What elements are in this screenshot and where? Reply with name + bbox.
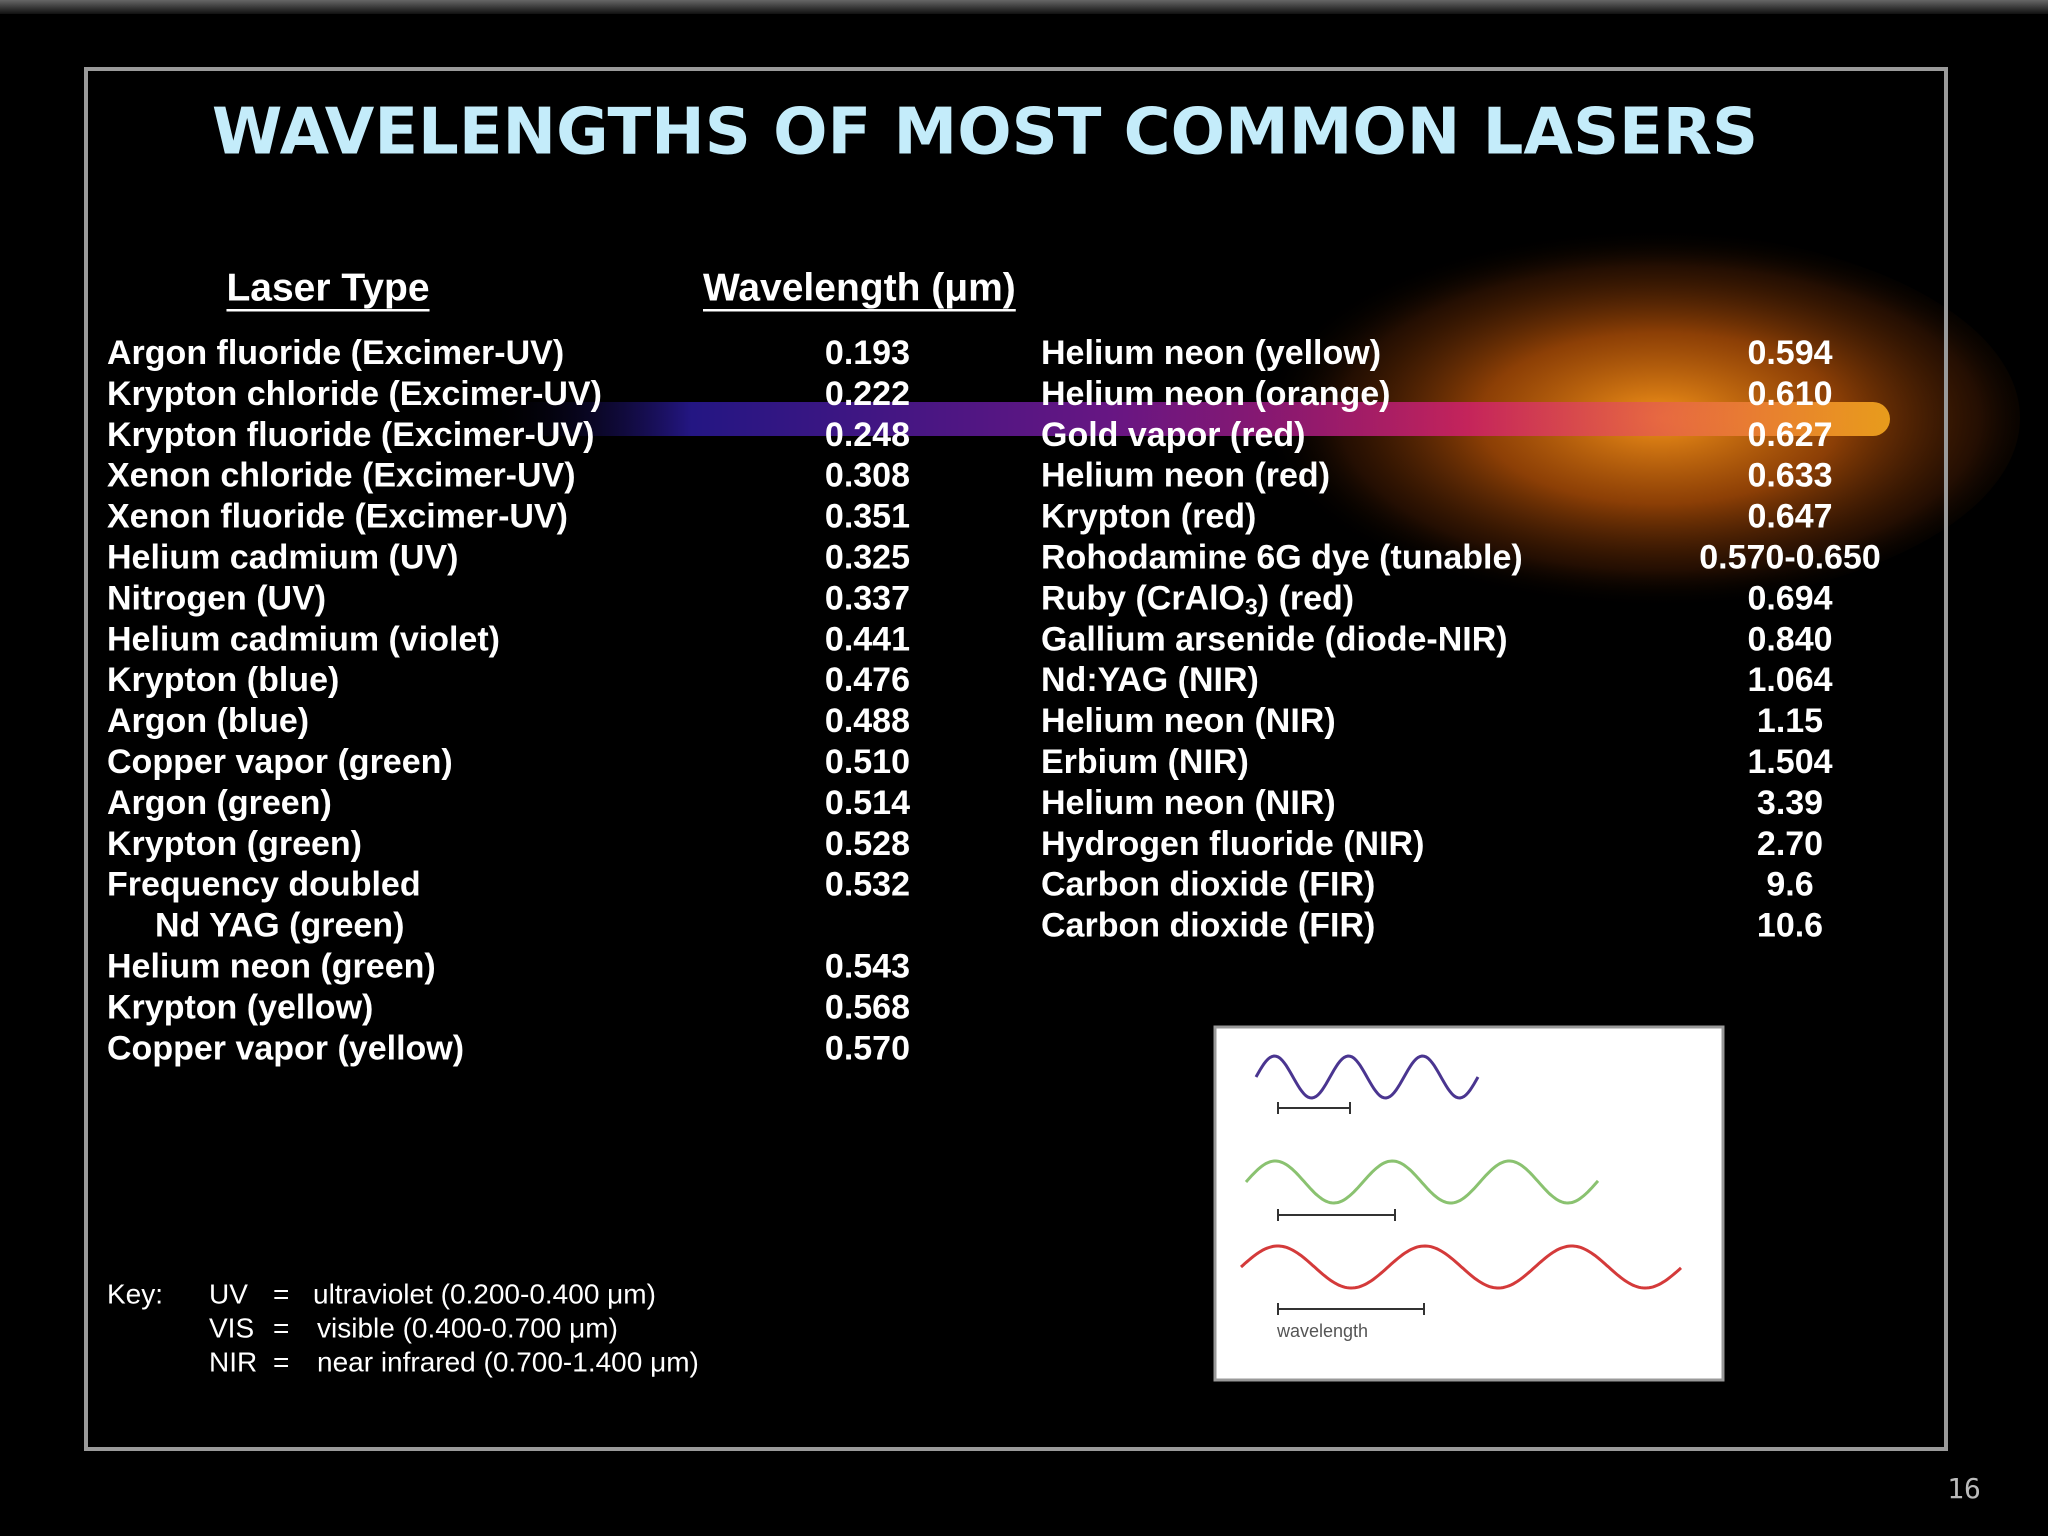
key-abbr: UV [209, 1278, 248, 1309]
wavelength-value: 0.308 [825, 457, 910, 495]
title: WAVELENGTHS OF MOST COMMON LASERS [212, 96, 1758, 170]
laser-name: Carbon dioxide (FIR) [1041, 907, 1375, 945]
wavelength-value: 1.064 [1747, 661, 1832, 699]
wavelength-value: 0.694 [1747, 579, 1832, 617]
wavelength-value: 0.248 [825, 416, 910, 454]
wavelength-value: 1.504 [1747, 743, 1832, 781]
laser-name: Helium cadmium (violet) [107, 620, 500, 658]
wavelength-value: 1.15 [1757, 702, 1823, 740]
wavelength-value: 0.543 [825, 947, 910, 985]
wavelength-value: 0.476 [825, 661, 910, 699]
key-text: near infrared (0.700-1.400 μm) [317, 1346, 699, 1377]
laser-name: Krypton (blue) [107, 661, 339, 699]
laser-name: Xenon fluoride (Excimer-UV) [107, 498, 568, 536]
wavelength-value: 3.39 [1757, 784, 1823, 822]
laser-name: Helium neon (yellow) [1041, 334, 1381, 372]
laser-name: Rohodamine 6G dye (tunable) [1041, 538, 1523, 576]
laser-name: Erbium (NIR) [1041, 743, 1249, 781]
laser-name: Helium neon (orange) [1041, 375, 1390, 413]
laser-name: Helium neon (green) [107, 947, 436, 985]
laser-name: Gold vapor (red) [1041, 416, 1305, 454]
wavelength-value: 0.528 [825, 825, 910, 863]
key-sign: = [273, 1312, 289, 1343]
key-text: ultraviolet (0.200-0.400 μm) [313, 1278, 656, 1309]
laser-name-part: Ruby (CrAlO [1041, 579, 1245, 617]
laser-name: Frequency doubled [107, 866, 421, 904]
laser-name: Krypton chloride (Excimer-UV) [107, 375, 602, 413]
laser-name: Copper vapor (yellow) [107, 1029, 464, 1067]
wavelength-value: 0.610 [1747, 375, 1832, 413]
laser-name: Helium cadmium (UV) [107, 538, 458, 576]
wave-figure: wavelength [1213, 1025, 1725, 1382]
laser-name: Krypton (yellow) [107, 988, 373, 1026]
laser-name: Nitrogen (UV) [107, 579, 326, 617]
key-abbr: NIR [209, 1346, 257, 1377]
wavelength-value: 0.633 [1747, 457, 1832, 495]
wavelength-value: 0.222 [825, 375, 910, 413]
laser-name: Copper vapor (green) [107, 743, 453, 781]
wavelength-value: 0.441 [825, 620, 910, 658]
column-header: Laser Type [226, 266, 429, 309]
wavelength-value: 0.840 [1747, 620, 1832, 658]
top-bar [0, 0, 2048, 14]
laser-name-part: ) (red) [1258, 579, 1354, 617]
wavelength-value: 0.337 [825, 579, 910, 617]
laser-name: Helium neon (red) [1041, 457, 1330, 495]
wavelength-value: 0.647 [1747, 498, 1832, 536]
laser-name: Helium neon (NIR) [1041, 784, 1336, 822]
figure-label: wavelength [1276, 1321, 1368, 1341]
wavelength-value: 9.6 [1766, 866, 1813, 904]
wave [1239, 1244, 1683, 1290]
frame [84, 67, 1948, 1451]
laser-name: Hydrogen fluoride (NIR) [1041, 825, 1424, 863]
laser-name: Helium neon (NIR) [1041, 702, 1336, 740]
laser-name: Xenon chloride (Excimer-UV) [107, 457, 576, 495]
wavelength-value: 0.570-0.650 [1699, 538, 1881, 576]
wavelength-value: 0.325 [825, 538, 910, 576]
wavelength-value: 0.568 [825, 988, 910, 1026]
laser-name: Argon (blue) [107, 702, 309, 740]
wavelength-value: 0.351 [825, 498, 910, 536]
key-sign: = [273, 1278, 289, 1309]
laser-name: Gallium arsenide (diode-NIR) [1041, 620, 1508, 658]
wavelength-value: 10.6 [1757, 907, 1823, 945]
laser-name: Nd:YAG (NIR) [1041, 661, 1259, 699]
key-sign: = [273, 1346, 289, 1377]
laser-name: Argon fluoride (Excimer-UV) [107, 334, 564, 372]
laser-name: Carbon dioxide (FIR) [1041, 866, 1375, 904]
laser-name: Argon (green) [107, 784, 332, 822]
wavelength-value: 0.193 [825, 334, 910, 372]
wavelength-value: 0.514 [825, 784, 910, 822]
wavelength-value: 0.532 [825, 866, 910, 904]
key-abbr: VIS [209, 1312, 254, 1343]
laser-name: Krypton (green) [107, 825, 362, 863]
laser-name: Nd YAG (green) [155, 907, 404, 945]
laser-name: Krypton (red) [1041, 498, 1256, 536]
laser-name-part: 3 [1245, 593, 1258, 619]
laser-name: Krypton fluoride (Excimer-UV) [107, 416, 594, 454]
wavelength-value: 0.488 [825, 702, 910, 740]
wavelength-value: 0.627 [1747, 416, 1832, 454]
wave [1244, 1159, 1600, 1205]
wave [1254, 1054, 1480, 1100]
wavelength-value: 2.70 [1757, 825, 1823, 863]
wavelength-value: 0.594 [1747, 334, 1832, 372]
key-label: Key: [107, 1278, 163, 1309]
laser-name: Ruby (CrAlO3) (red) [1041, 579, 1354, 619]
page-number: 16 [1947, 1472, 1981, 1505]
laser-beam [480, 402, 1890, 436]
wavelength-value: 0.510 [825, 743, 910, 781]
key-text: visible (0.400-0.700 μm) [317, 1312, 618, 1343]
column-header: Wavelength (μm) [703, 266, 1016, 309]
wavelength-value: 0.570 [825, 1029, 910, 1067]
